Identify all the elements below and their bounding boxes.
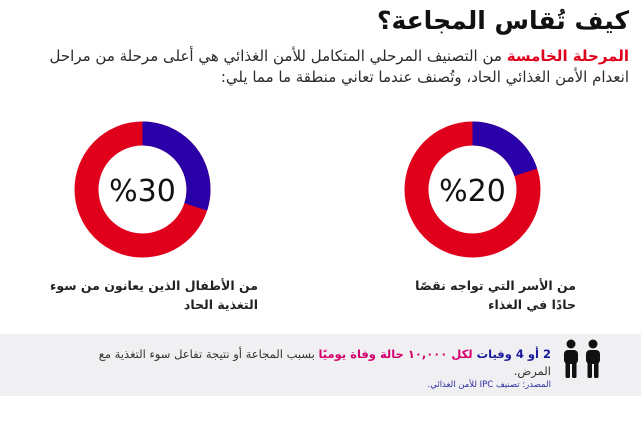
mortality-stat-rest: بسبب المجاعة أو نتيجة تفاعل سوء التغذية … (98, 347, 551, 378)
donut-children-chart: %30 (74, 121, 211, 258)
donut-households-percent: %20 (439, 174, 506, 209)
households-label-line1: من الأسر التي تواجه نقصًا (415, 278, 576, 293)
children-label: من الأطفال الذين يعانون من سوء التغذية ا… (48, 276, 258, 314)
donut-households-chart: %20 (404, 121, 541, 258)
intro-highlight: المرحلة الخامسة (506, 47, 629, 65)
donut-households: %20 (400, 117, 545, 262)
donut-children: %30 (70, 117, 215, 262)
children-label-line1: من الأطفال الذين يعانون من سوء (50, 278, 258, 293)
mortality-stat-bold: 2 أو 4 وفيات (476, 347, 551, 361)
mortality-stat: 2 أو 4 وفيات لكل ١٠,٠٠٠ حالة وفاة يوميًا… (81, 346, 551, 380)
donut-children-segment (74, 121, 211, 258)
intro-text: المرحلة الخامسة من التصنيف المرحلي المتك… (9, 46, 629, 88)
mortality-stat-rate: لكل ١٠,٠٠٠ حالة وفاة يوميًا (318, 347, 477, 361)
intro-rest: من التصنيف المرحلي المتكامل للأمن الغذائ… (49, 47, 629, 86)
people-icon (564, 339, 600, 378)
source-note: المصدر: تصنيف IPC للأمن الغذائي. (427, 380, 551, 390)
donut-households-segment (404, 121, 541, 258)
households-label-line2: حادًا في الغذاء (488, 297, 576, 312)
donut-children-percent: %30 (109, 174, 176, 209)
children-label-line2: التغذية الحاد (183, 297, 258, 312)
footer-panel (0, 334, 641, 396)
page-title: كيف تُقاس المجاعة؟ (376, 6, 629, 35)
bottom-margin (0, 396, 641, 422)
households-label: من الأسر التي تواجه نقصًا حادًا في الغذا… (406, 276, 576, 314)
